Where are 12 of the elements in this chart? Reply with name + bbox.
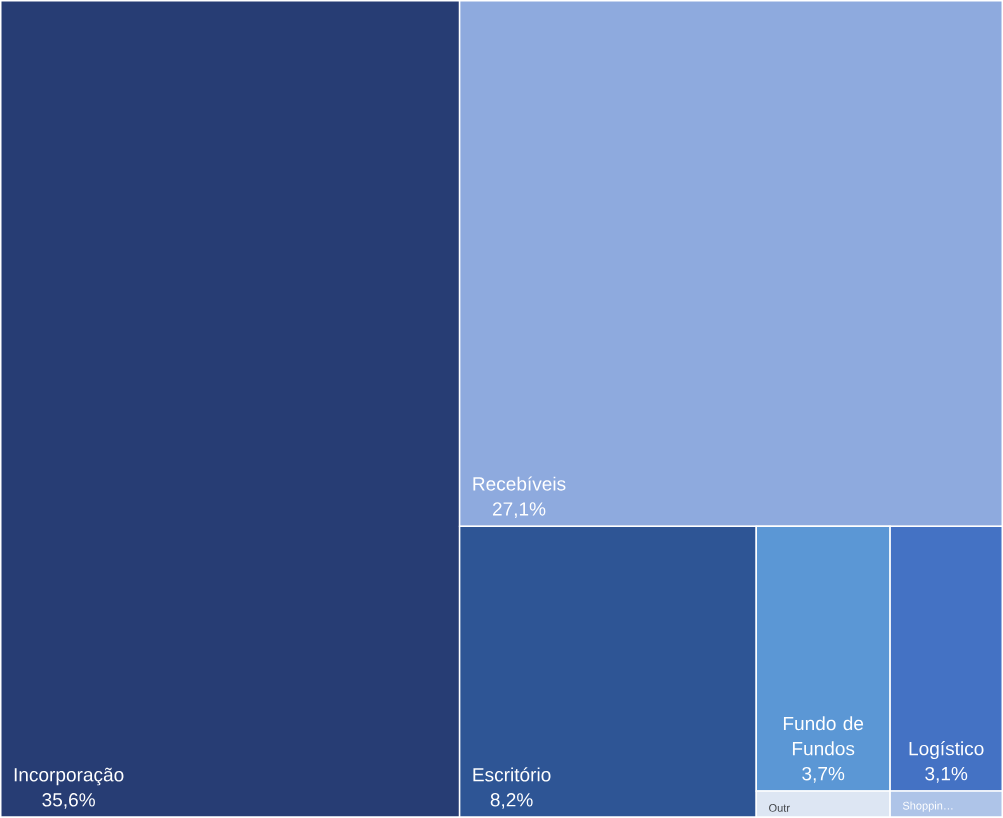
category-label: Escritório bbox=[473, 767, 551, 782]
data-label: 3,1% bbox=[925, 766, 968, 783]
category-label: Logístico bbox=[909, 741, 984, 760]
category-label: Outr bbox=[769, 804, 790, 812]
data-label: 27,1% bbox=[492, 502, 546, 519]
category-label: Fundo de Fundos bbox=[783, 716, 864, 756]
category-label: Shoppin… bbox=[902, 801, 953, 812]
data-label: 8,2% bbox=[490, 793, 533, 809]
data-label: 3,7% bbox=[802, 766, 845, 783]
data-label: 35,6% bbox=[42, 793, 95, 809]
category-label: Recebíveis bbox=[473, 476, 566, 491]
category-label: Incorporação bbox=[14, 767, 124, 786]
